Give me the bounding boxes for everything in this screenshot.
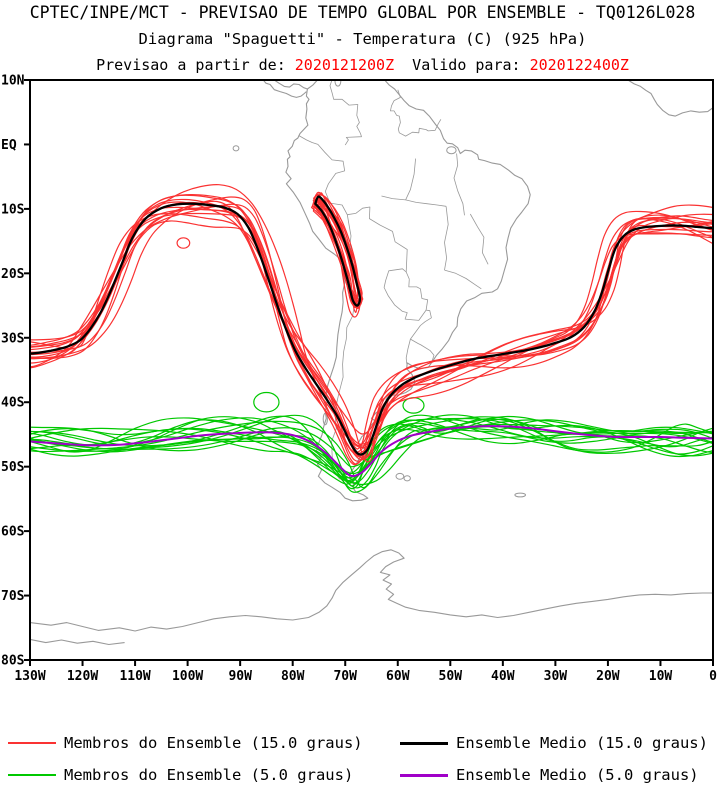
valid-time: 2020122400Z: [529, 56, 629, 74]
coastline: [627, 80, 713, 117]
valid-label: Valido para:: [394, 56, 530, 74]
y-axis-tick-label: 10N: [1, 74, 25, 89]
x-axis-tick-label: 110W: [119, 669, 150, 684]
x-axis-tick-label: 120W: [67, 669, 98, 684]
ensemble-member-5c: [30, 419, 713, 489]
map-frame: [29, 79, 714, 661]
y-axis-tick-label: EQ: [1, 138, 17, 153]
x-axis-tick-label: 40W: [491, 669, 515, 684]
ensemble-member-15c: [30, 212, 713, 447]
red-line-icon: [8, 742, 56, 744]
x-axis-tick-label: 30W: [544, 669, 568, 684]
init-time: 2020121200Z: [294, 56, 395, 74]
x-axis-tick-label: 0: [709, 669, 717, 684]
ensemble-member-15c: [30, 194, 713, 461]
legend-item-members-5c: Membros do Ensemble (5.0 graus): [8, 766, 400, 784]
chart-init-valid-line: Previsao a partir de: 2020121200Z Valido…: [0, 56, 725, 74]
ensemble-member-5c-loop: [253, 391, 280, 413]
legend-label-mean-15c: Ensemble Medio (15.0 graus): [456, 734, 708, 752]
x-axis-tick-label: 130W: [14, 669, 45, 684]
chart-subtitle: Diagrama "Spaguetti" - Temperatura (C) (…: [138, 30, 587, 48]
x-axis-tick-label: 70W: [333, 669, 357, 684]
border-line: [347, 206, 410, 280]
y-axis-tick-label: 50S: [1, 460, 25, 475]
x-axis-tick-label: 80W: [281, 669, 305, 684]
border-line: [324, 170, 348, 215]
ensemble-member-15c: [30, 204, 713, 449]
map-layers: [30, 75, 713, 646]
coastline: [30, 638, 125, 646]
x-axis-tick-label: 10W: [649, 669, 673, 684]
coastline: [30, 549, 713, 632]
border-line: [331, 214, 362, 483]
island-outline: [389, 75, 394, 78]
ensemble-member-15c-andes-loop: [312, 194, 363, 307]
border-line: [453, 153, 465, 216]
border-line: [383, 268, 429, 321]
y-axis-tick-label: 70S: [1, 589, 25, 604]
legend: Membros do Ensemble (15.0 graus) Ensembl…: [8, 734, 720, 784]
chart-title: CPTEC/INPE/MCT - PREVISAO DE TEMPO GLOBA…: [29, 3, 696, 22]
coastline: [273, 80, 308, 90]
ensemble-member-15c: [30, 201, 713, 454]
legend-item-mean-5c: Ensemble Medio (5.0 graus): [400, 766, 720, 784]
island-outline: [403, 475, 411, 482]
ensemble-member-15c-loop: [176, 237, 191, 249]
island-outline: [334, 80, 342, 87]
border-line: [329, 80, 362, 146]
ensemble-member-15c: [30, 196, 713, 466]
ensemble-mean-15c: [30, 202, 713, 456]
legend-item-mean-15c: Ensemble Medio (15.0 graus): [400, 734, 720, 752]
x-axis-tick-label: 60W: [386, 669, 410, 684]
init-label: Previsao a partir de:: [96, 56, 295, 74]
island-outline: [232, 145, 240, 152]
x-axis-tick-label: 50W: [439, 669, 463, 684]
y-axis-tick-label: 10S: [1, 202, 25, 217]
ensemble-member-5c: [30, 422, 713, 482]
legend-label-members-5c: Membros do Ensemble (5.0 graus): [64, 766, 354, 784]
purple-line-icon: [400, 773, 448, 777]
ensemble-member-5c-loop: [402, 397, 425, 414]
island-outline: [395, 472, 405, 480]
border-line: [405, 309, 432, 364]
ensemble-mean-15c-andes-loop: [314, 195, 362, 307]
border-line: [469, 213, 489, 265]
border-line: [298, 135, 346, 171]
legend-item-members-15c: Membros do Ensemble (15.0 graus): [8, 734, 400, 752]
border-line: [444, 269, 482, 290]
island-outline: [322, 412, 328, 426]
ensemble-member-15c: [30, 193, 713, 459]
border-line: [381, 195, 447, 207]
ensemble-member-5c: [30, 417, 713, 485]
y-axis-tick-label: 60S: [1, 525, 25, 540]
x-axis-tick-label: 20W: [596, 669, 620, 684]
island-outline: [446, 146, 457, 155]
border-line: [444, 206, 449, 271]
black-line-icon: [400, 741, 448, 745]
x-axis-tick-label: 100W: [172, 669, 203, 684]
ensemble-mean-5c: [30, 425, 713, 478]
y-axis-tick-label: 20S: [1, 267, 25, 282]
y-axis-tick-label: 30S: [1, 331, 25, 346]
y-axis-tick-label: 40S: [1, 396, 25, 411]
ensemble-member-15c: [30, 184, 713, 465]
legend-label-members-15c: Membros do Ensemble (15.0 graus): [64, 734, 363, 752]
green-line-icon: [8, 774, 56, 776]
y-axis-tick-label: 80S: [1, 654, 25, 669]
x-axis-tick-label: 90W: [228, 669, 252, 684]
island-outline: [514, 492, 527, 498]
border-line: [410, 338, 435, 362]
border-line: [405, 158, 416, 201]
border-line: [390, 89, 442, 137]
coastline: [262, 80, 307, 98]
legend-label-mean-5c: Ensemble Medio (5.0 graus): [456, 766, 699, 784]
